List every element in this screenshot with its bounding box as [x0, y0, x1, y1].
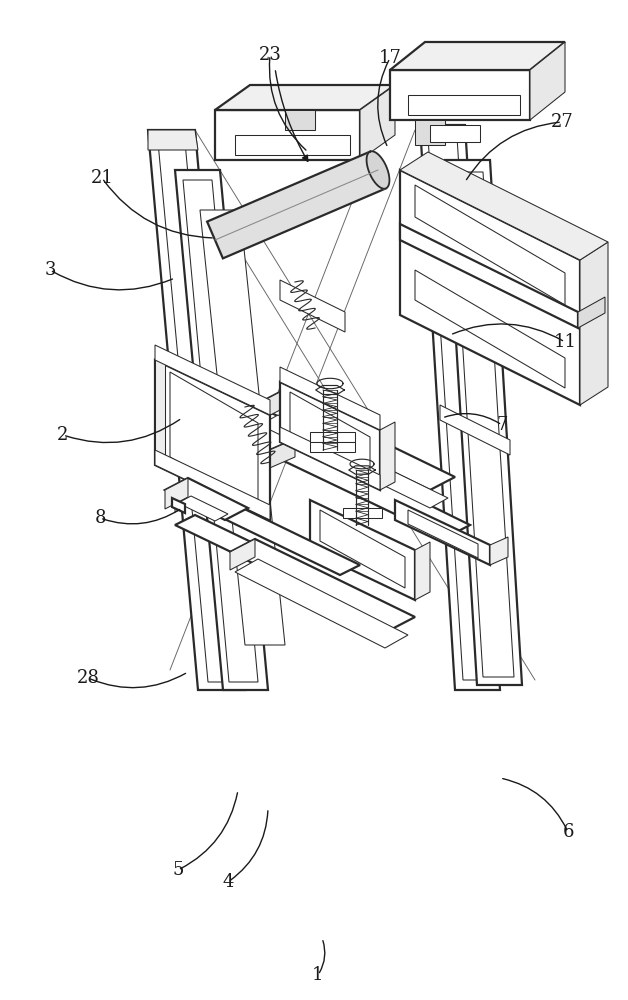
- Polygon shape: [310, 432, 355, 442]
- Polygon shape: [158, 142, 235, 682]
- Polygon shape: [148, 130, 198, 150]
- Polygon shape: [390, 70, 530, 120]
- Polygon shape: [395, 500, 490, 565]
- Polygon shape: [490, 537, 508, 565]
- Text: 2: 2: [57, 426, 68, 444]
- Polygon shape: [367, 151, 389, 189]
- Polygon shape: [390, 42, 565, 70]
- Polygon shape: [172, 498, 185, 513]
- Polygon shape: [175, 485, 195, 512]
- Text: 4: 4: [222, 873, 234, 891]
- Polygon shape: [155, 345, 270, 415]
- Polygon shape: [310, 500, 415, 600]
- Polygon shape: [265, 439, 470, 538]
- Polygon shape: [175, 515, 355, 602]
- Polygon shape: [310, 442, 355, 452]
- Polygon shape: [230, 539, 415, 630]
- Polygon shape: [440, 405, 510, 455]
- Polygon shape: [170, 372, 258, 508]
- Text: 27: 27: [551, 113, 573, 131]
- Polygon shape: [290, 392, 370, 478]
- Text: 6: 6: [562, 823, 574, 841]
- Polygon shape: [265, 439, 295, 470]
- Text: 11: 11: [553, 333, 577, 351]
- Polygon shape: [320, 510, 405, 588]
- Polygon shape: [230, 539, 255, 570]
- Polygon shape: [200, 210, 285, 645]
- Polygon shape: [280, 367, 380, 430]
- Polygon shape: [215, 110, 360, 160]
- Polygon shape: [280, 382, 380, 490]
- Polygon shape: [343, 508, 382, 518]
- Polygon shape: [415, 542, 430, 600]
- Polygon shape: [175, 170, 268, 690]
- Polygon shape: [178, 496, 228, 521]
- Polygon shape: [360, 85, 395, 160]
- Polygon shape: [400, 170, 580, 405]
- Polygon shape: [148, 130, 245, 690]
- Polygon shape: [408, 95, 520, 115]
- Polygon shape: [280, 427, 380, 490]
- Polygon shape: [235, 135, 350, 155]
- Polygon shape: [165, 478, 188, 509]
- Text: 21: 21: [90, 169, 114, 187]
- Polygon shape: [280, 280, 345, 332]
- Text: 1: 1: [312, 966, 324, 984]
- Polygon shape: [155, 360, 165, 465]
- Polygon shape: [400, 152, 608, 260]
- Polygon shape: [235, 559, 408, 648]
- Polygon shape: [165, 478, 248, 520]
- Polygon shape: [285, 110, 315, 130]
- Polygon shape: [207, 152, 386, 258]
- Text: 5: 5: [172, 861, 183, 879]
- Polygon shape: [175, 485, 360, 575]
- Polygon shape: [430, 125, 480, 142]
- Polygon shape: [408, 510, 478, 558]
- Polygon shape: [452, 172, 514, 677]
- Polygon shape: [380, 422, 395, 490]
- Text: 7: 7: [496, 416, 507, 434]
- Text: 3: 3: [44, 261, 56, 279]
- Polygon shape: [415, 120, 445, 145]
- Polygon shape: [215, 85, 395, 110]
- Polygon shape: [580, 242, 608, 405]
- Polygon shape: [428, 137, 492, 680]
- Text: 8: 8: [94, 509, 106, 527]
- Text: 23: 23: [259, 46, 281, 64]
- Polygon shape: [578, 297, 605, 328]
- Polygon shape: [445, 160, 522, 685]
- Polygon shape: [415, 185, 565, 305]
- Polygon shape: [255, 392, 280, 423]
- Polygon shape: [155, 450, 270, 520]
- Polygon shape: [530, 42, 565, 120]
- Polygon shape: [255, 392, 455, 490]
- Text: 17: 17: [379, 49, 401, 67]
- Polygon shape: [415, 270, 565, 388]
- Polygon shape: [183, 180, 258, 682]
- Polygon shape: [155, 360, 270, 520]
- Polygon shape: [260, 415, 448, 508]
- Text: 28: 28: [77, 669, 99, 687]
- Polygon shape: [400, 224, 578, 328]
- Polygon shape: [420, 125, 500, 690]
